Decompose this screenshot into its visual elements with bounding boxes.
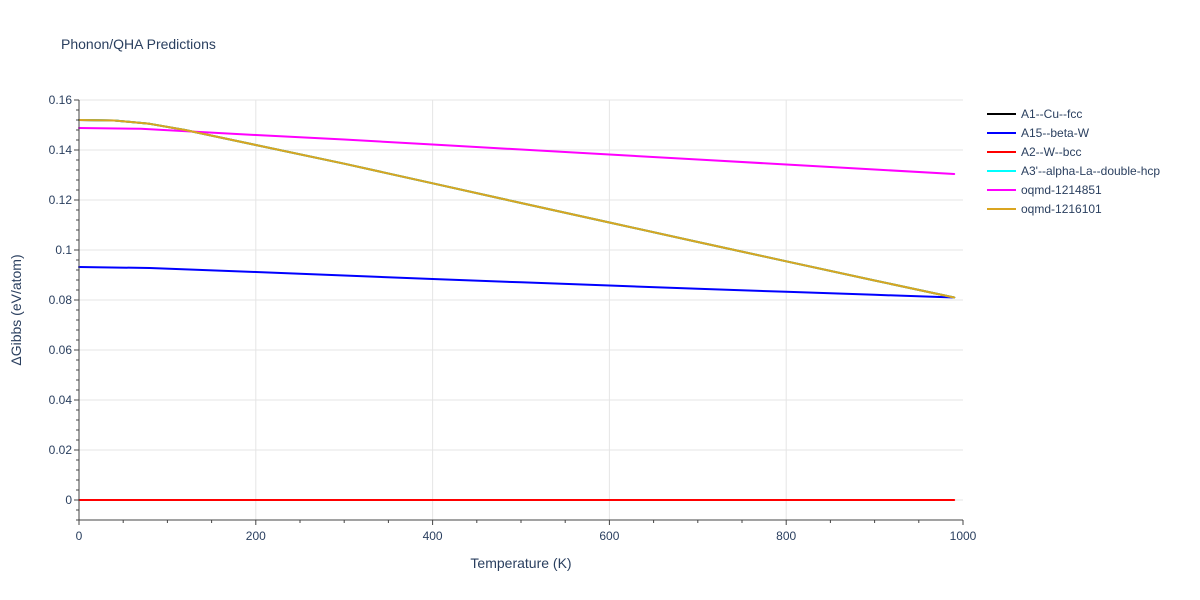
legend-label: A3'--alpha-La--double-hcp: [1021, 164, 1160, 178]
chart-title: Phonon/QHA Predictions: [61, 36, 216, 52]
series-line: [78, 266, 956, 299]
legend: A1--Cu--fcc A15--beta-W A2--W--bcc A3'--alp…: [987, 107, 1160, 216]
legend-label: A15--beta-W: [1021, 126, 1090, 140]
series-layer: [78, 119, 956, 501]
y-tick-label: 0.08: [49, 293, 73, 307]
y-tick-label: 0.06: [49, 343, 73, 357]
axes: 0 200 400 600 800 1000 0 0.02 0.04 0.06 0.08 0.1 0.1…: [49, 93, 977, 543]
x-tick-label: 200: [246, 529, 266, 543]
legend-label: oqmd-1214851: [1021, 183, 1102, 197]
y-tick-label: 0.02: [49, 443, 73, 457]
y-tick-label: 0: [65, 493, 72, 507]
legend-label: A1--Cu--fcc: [1021, 107, 1082, 121]
x-tick-label: 0: [76, 529, 83, 543]
series-line: [78, 119, 956, 299]
y-axis-title: ΔGibbs (eV/atom): [8, 254, 24, 365]
y-tick-label: 0.04: [49, 393, 73, 407]
series-line: [78, 127, 956, 175]
x-tick-label: 400: [423, 529, 443, 543]
legend-label: oqmd-1216101: [1021, 202, 1102, 216]
x-axis-title: Temperature (K): [470, 555, 571, 571]
y-tick-label: 0.16: [49, 93, 73, 107]
grid-lines: [79, 99, 963, 520]
x-tick-label: 1000: [950, 529, 977, 543]
x-tick-label: 600: [599, 529, 619, 543]
y-tick-label: 0.14: [49, 143, 73, 157]
y-tick-label: 0.12: [49, 193, 73, 207]
legend-label: A2--W--bcc: [1021, 145, 1081, 159]
x-tick-label: 800: [776, 529, 796, 543]
y-tick-label: 0.1: [55, 243, 72, 257]
